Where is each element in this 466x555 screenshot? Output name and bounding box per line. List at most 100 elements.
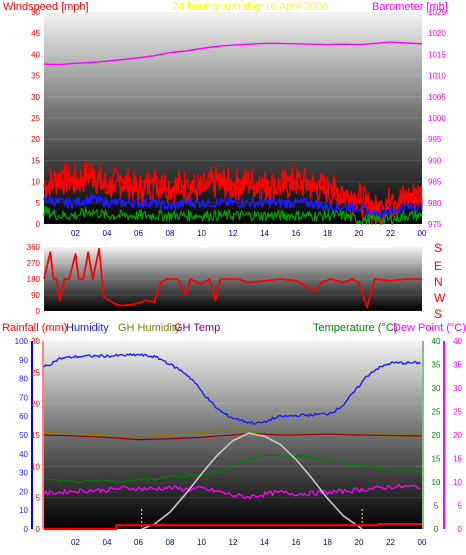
dewpoint-y-tick: 15 [453,455,462,464]
wind-x-tick: 10 [197,229,206,238]
wind-x-tick: 22 [386,229,395,238]
barometer-y-tick: 980 [428,199,442,208]
temperature-y-tick: 0 [434,525,439,534]
wind-y-tick: 5 [36,199,41,208]
wind-y-tick: 30 [31,93,40,102]
rain-y-tick: 10 [19,506,28,515]
dir-letter-s2: S [434,307,442,321]
barometer-axis-title: Barometer [mb] [372,1,448,13]
dir-letter-e: E [434,259,442,273]
wind-x-tick: 06 [134,229,143,238]
dewpoint-y-tick: 35 [453,361,462,370]
wind-y-tick: 25 [31,114,40,123]
temperature-y-tick: 5 [434,502,439,511]
temperature-y-tick: 10 [432,478,441,487]
rain-y-tick: 70 [19,393,28,402]
direction-y-tick: 0 [36,307,41,316]
barometer-line [43,41,423,66]
wind-axis-title: Windspeed [mph] [3,1,89,13]
rain-y-tick: 40 [19,450,28,459]
humidity-axis-title: Humidity [66,322,109,334]
temperature-y-tick: 35 [432,361,441,370]
wind-y-tick: 40 [31,50,40,59]
temperature-x-tick: 10 [197,538,206,547]
dewpoint-line [43,483,421,500]
rain-axis-title: Rainfall (mm) [2,322,67,334]
barometer-y-tick: 1015 [428,50,446,59]
direction-y-tick: 90 [31,291,40,300]
rain-y-tick: 60 [19,412,28,421]
humidity-y-tick: 5 [36,494,41,503]
barometer-y-tick: 1000 [428,114,446,123]
chart-title: 24 hour graph day 16 April 2006 [172,1,329,13]
rain-y-tick: 100 [15,337,29,346]
barometer-y-tick: 1010 [428,72,446,81]
humidity-y-tick: 10 [31,462,40,471]
wind-x-tick: 08 [166,229,175,238]
barometer-y-tick: 990 [428,156,442,165]
rain-y-tick: 30 [19,469,28,478]
wind-direction-line [43,247,422,309]
direction-y-tick: 360 [27,243,41,252]
temperature-x-tick: 08 [166,538,175,547]
barometer-y-tick: 1005 [428,93,446,102]
temperature-axis-title: Temperature (°C) [313,322,397,334]
wind-x-tick: 00 [418,229,427,238]
barometer-y-tick: 995 [428,135,442,144]
wind-x-tick: 18 [323,229,332,238]
gh-humidity-title: GH Humidity [118,322,181,334]
humidity-y-tick: 0 [36,525,41,534]
rain-y-tick: 0 [24,525,29,534]
wind-y-tick: 0 [36,220,41,229]
wind-y-tick: 35 [31,72,40,81]
dewpoint-axis-title: Dew Point (°C) [393,322,466,334]
dewpoint-y-tick: 40 [453,337,462,346]
gh-temp-title: GH Temp [174,322,220,334]
temperature-x-tick: 18 [323,538,332,547]
dewpoint-y-tick: 0 [458,525,463,534]
wind-y-tick: 20 [31,135,40,144]
temperature-x-tick: 20 [355,538,364,547]
wind-y-tick: 45 [31,29,40,38]
temperature-x-tick: 14 [260,538,269,547]
temperature-x-tick: 12 [229,538,238,547]
barometer-y-tick: 1025 [428,8,446,17]
temperature-x-tick: 00 [418,538,427,547]
humidity-line [43,353,421,425]
gh-temp-line [43,432,423,441]
wind-x-tick: 02 [71,229,80,238]
wind-x-tick: 20 [355,229,364,238]
wind-x-tick: 14 [260,229,269,238]
temperature-y-tick: 30 [432,384,441,393]
temperature-x-tick: 04 [103,538,112,547]
dir-letter-w: W [434,291,446,305]
dewpoint-y-tick: 10 [453,478,462,487]
dir-letter-n: N [434,275,443,289]
gust-line-fill [43,165,423,219]
dir-letter-s1: S [434,241,442,255]
wind-y-tick: 10 [31,178,40,187]
wind-y-tick: 15 [31,156,40,165]
humidity-y-tick: 30 [31,337,40,346]
barometer-y-tick: 975 [428,220,442,229]
rain-y-tick: 80 [19,375,28,384]
humidity-y-tick: 25 [31,368,40,377]
temperature-y-tick: 20 [432,431,441,440]
temperature-y-tick: 40 [432,337,441,346]
humidity-y-tick: 20 [31,400,40,409]
solar-curve [141,432,363,530]
temperature-x-tick: 22 [386,538,395,547]
temperature-y-tick: 15 [432,455,441,464]
rain-y-tick: 50 [19,431,28,440]
wind-x-tick: 16 [292,229,301,238]
dewpoint-y-tick: 25 [453,408,462,417]
barometer-y-tick: 985 [428,178,442,187]
dewpoint-y-tick: 30 [453,384,462,393]
dewpoint-y-tick: 20 [453,431,462,440]
temperature-line [43,454,423,484]
average-line [43,205,423,225]
direction-y-tick: 270 [27,259,41,268]
temperature-x-tick: 02 [71,538,80,547]
rainfall-line [44,522,422,531]
